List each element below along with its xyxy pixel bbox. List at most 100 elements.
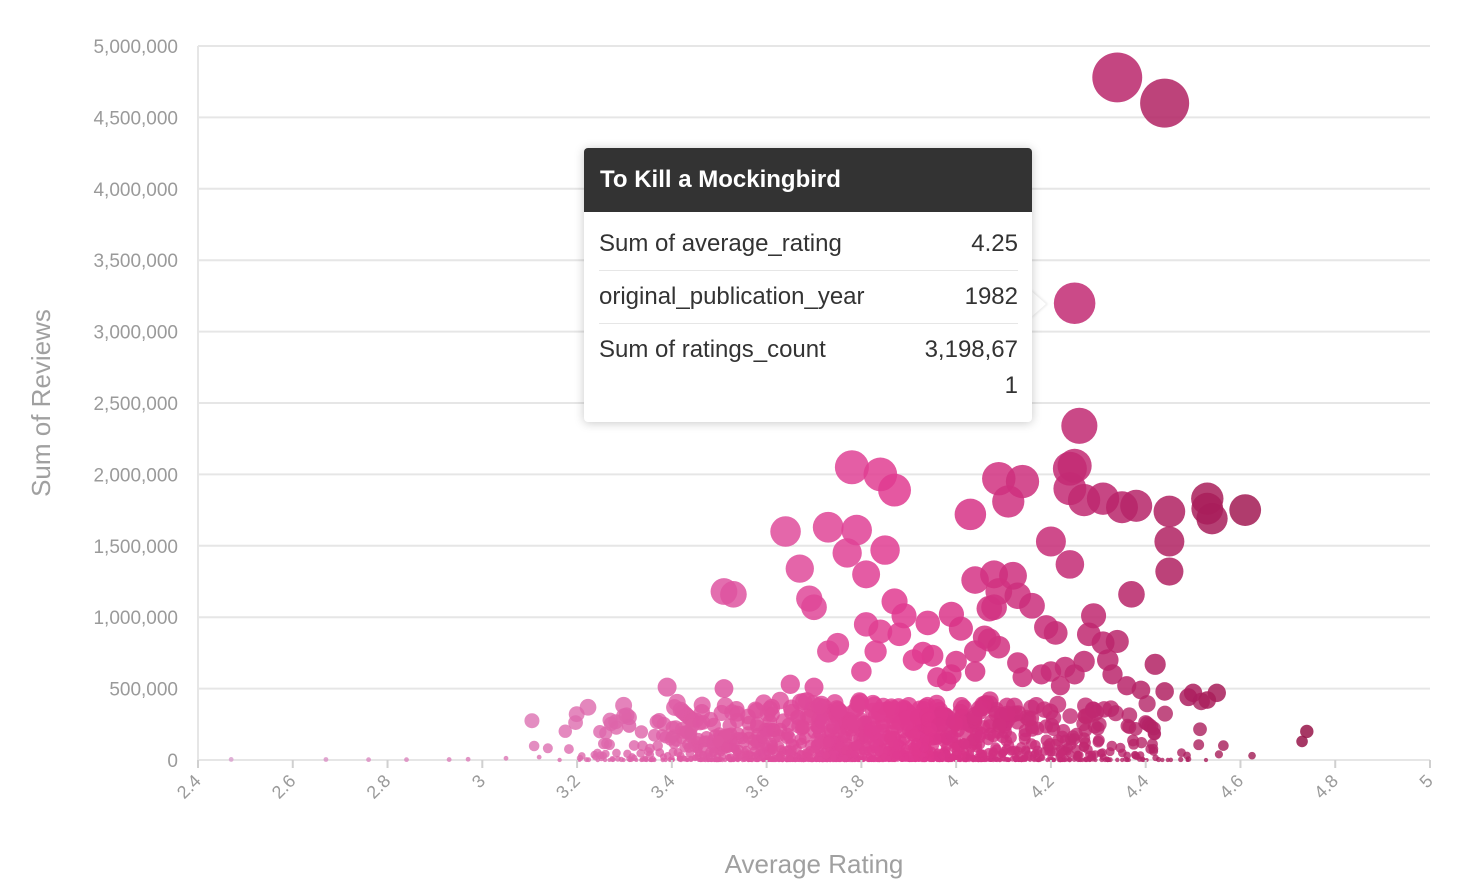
data-point[interactable] [1153, 495, 1186, 528]
data-point[interactable] [1050, 676, 1070, 696]
data-point[interactable] [1053, 282, 1096, 325]
data-point[interactable] [841, 514, 872, 546]
data-point[interactable] [1055, 550, 1085, 579]
data-point[interactable] [1105, 629, 1129, 654]
data-point [1051, 757, 1057, 763]
data-point[interactable] [714, 679, 734, 699]
data-point [568, 715, 583, 730]
y-tick-label: 0 [167, 751, 178, 772]
data-point[interactable] [921, 644, 944, 667]
data-point[interactable] [852, 560, 881, 589]
data-point[interactable] [870, 535, 900, 565]
data-point [989, 748, 999, 757]
data-point[interactable] [1092, 52, 1143, 103]
data-point[interactable] [1081, 603, 1107, 629]
data-point[interactable] [948, 616, 973, 641]
data-point[interactable] [1300, 724, 1314, 739]
data-point[interactable] [1012, 667, 1033, 688]
data-point[interactable] [1179, 688, 1198, 707]
data-point[interactable] [963, 640, 987, 663]
data-point[interactable] [1229, 494, 1262, 526]
data-point[interactable] [1061, 407, 1098, 444]
data-point [707, 757, 712, 763]
data-point[interactable] [954, 498, 987, 531]
data-point[interactable] [851, 661, 872, 682]
data-point[interactable] [684, 726, 698, 740]
data-point [949, 716, 964, 732]
x-tick-label: 3.2 [552, 771, 584, 803]
data-point[interactable] [915, 610, 941, 636]
data-point [1138, 695, 1156, 713]
data-point[interactable] [770, 516, 801, 547]
data-point [787, 755, 794, 762]
data-point[interactable] [1296, 735, 1308, 748]
x-tick-label: 2.8 [363, 771, 395, 803]
data-point[interactable] [1076, 622, 1101, 647]
data-point [864, 694, 882, 713]
data-point[interactable] [1131, 680, 1151, 700]
data-point[interactable] [868, 619, 893, 644]
data-point[interactable] [812, 511, 844, 543]
data-point[interactable] [1198, 691, 1217, 709]
data-point[interactable] [665, 730, 679, 744]
data-point[interactable] [801, 594, 827, 621]
data-point [859, 746, 869, 756]
data-point[interactable] [720, 581, 747, 608]
data-point[interactable] [1043, 621, 1068, 645]
data-point [1058, 757, 1063, 763]
data-point [557, 757, 562, 763]
data-point[interactable] [834, 450, 869, 485]
data-point[interactable] [936, 671, 957, 692]
data-point[interactable] [987, 635, 1011, 659]
y-tick-label: 5,000,000 [93, 37, 178, 58]
data-point[interactable] [1031, 664, 1052, 685]
data-point[interactable] [1155, 682, 1174, 701]
data-point[interactable] [902, 649, 925, 671]
data-point [644, 743, 655, 754]
data-point[interactable] [1117, 676, 1137, 696]
data-point [612, 748, 621, 758]
data-point[interactable] [657, 677, 677, 697]
data-point [850, 740, 862, 752]
data-point[interactable] [780, 674, 800, 694]
y-tick-label: 4,000,000 [93, 180, 178, 201]
data-point[interactable] [1196, 503, 1228, 535]
data-point [1104, 756, 1111, 762]
data-point [1078, 741, 1090, 753]
data-point[interactable] [1155, 557, 1184, 586]
data-point[interactable] [1118, 581, 1145, 608]
data-point[interactable] [1144, 653, 1166, 675]
data-point[interactable] [785, 554, 814, 583]
data-point [910, 738, 922, 750]
data-point [1030, 749, 1040, 758]
data-point[interactable] [992, 485, 1025, 518]
data-point[interactable] [832, 538, 862, 568]
data-point [668, 747, 678, 757]
data-point[interactable] [945, 650, 967, 673]
data-point [999, 705, 1016, 722]
tooltip-label: original_publication_year [599, 283, 865, 310]
data-point[interactable] [964, 661, 986, 682]
data-point[interactable] [1102, 664, 1123, 685]
data-point [1006, 746, 1016, 756]
data-point[interactable] [981, 594, 1007, 621]
data-point[interactable] [622, 718, 637, 733]
data-point[interactable] [1154, 526, 1185, 557]
data-point [1128, 738, 1140, 750]
data-point[interactable] [878, 473, 911, 507]
data-point [980, 757, 985, 763]
data-point [722, 757, 728, 763]
data-point[interactable] [1064, 664, 1085, 685]
data-point [953, 757, 959, 763]
data-point[interactable] [1019, 592, 1045, 619]
data-point[interactable] [1120, 489, 1153, 522]
data-point[interactable] [887, 622, 912, 647]
data-point[interactable] [1140, 78, 1190, 128]
data-point[interactable] [1035, 526, 1066, 557]
data-point[interactable] [804, 677, 824, 697]
x-tick-label: 4.4 [1121, 771, 1153, 803]
data-point[interactable] [891, 603, 917, 629]
data-point[interactable] [864, 640, 887, 663]
tooltip-row: original_publication_year 1982 [599, 271, 1018, 324]
data-point[interactable] [817, 640, 840, 663]
